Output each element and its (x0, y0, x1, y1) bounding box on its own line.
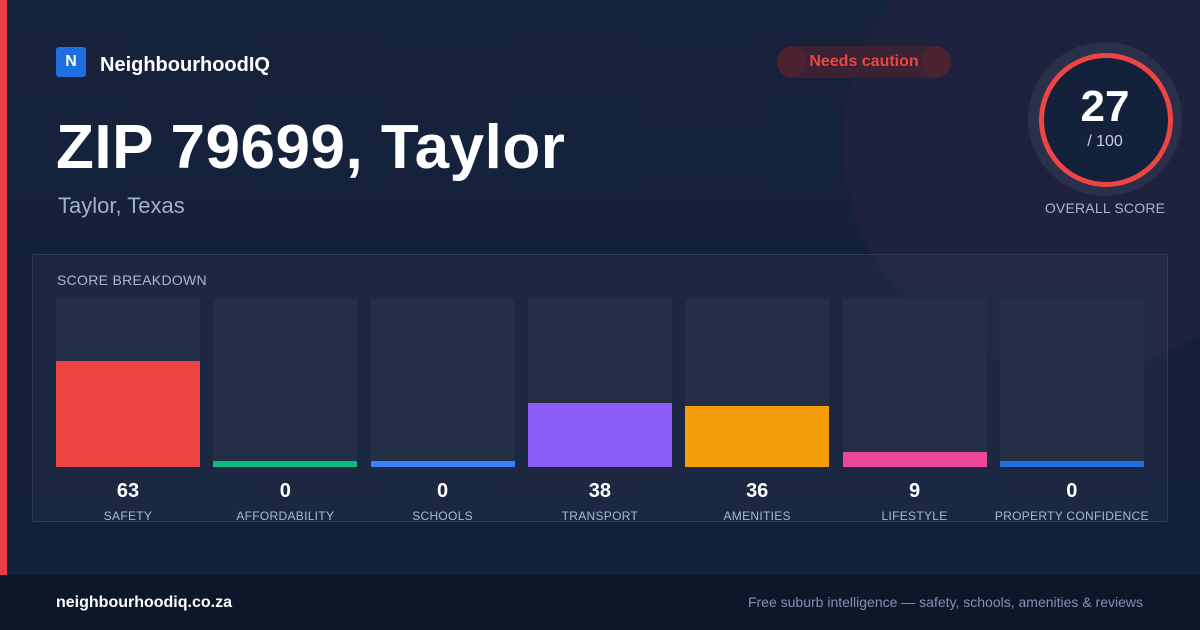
bar-fill (842, 451, 987, 467)
breakdown-bar-transport: 38 TRANSPORT (527, 298, 672, 523)
status-badge-label: Needs caution (809, 53, 919, 70)
breakdown-bar-safety: 63 SAFETY (56, 298, 200, 523)
bar-track (999, 298, 1144, 467)
breakdown-bar-property-confidence: 0 PROPERTY CONFIDENCE (995, 298, 1148, 523)
page-title: ZIP 79699, Taylor (56, 113, 566, 182)
bar-label: AMENITIES (723, 509, 791, 523)
bar-fill (213, 461, 358, 467)
breakdown-bar-amenities: 36 AMENITIES (685, 298, 830, 523)
badge-left-cap (777, 46, 807, 78)
bar-value: 36 (746, 480, 769, 502)
overall-score-caption: OVERALL SCORE (1044, 200, 1166, 216)
breakdown-bar-schools: 0 SCHOOLS (370, 298, 515, 523)
accent-bar (0, 0, 7, 575)
footer-domain-link[interactable]: neighbourhoodiq.co.za (56, 594, 232, 611)
bar-label: AFFORDABILITY (236, 509, 335, 523)
bar-fill (370, 461, 515, 467)
brand[interactable]: N NeighbourhoodIQ (56, 46, 270, 77)
bar-value: 63 (116, 480, 140, 502)
bar-track (213, 298, 358, 467)
footer: neighbourhoodiq.co.za Free suburb intell… (0, 575, 1200, 630)
badge-right-cap (921, 46, 951, 78)
breakdown-bar-affordability: 0 AFFORDABILITY (213, 298, 358, 523)
hero-section: N NeighbourhoodIQ Needs caution ZIP 7969… (0, 0, 1200, 575)
bar-fill (685, 406, 830, 467)
bar-value: 0 (279, 480, 291, 502)
bar-label: SAFETY (103, 509, 153, 523)
overall-score-max: / 100 (1087, 133, 1123, 150)
bar-value: 9 (908, 480, 921, 502)
bar-fill (56, 360, 200, 467)
bar-track (527, 298, 672, 467)
bar-label: TRANSPORT (561, 509, 639, 523)
brand-name: NeighbourhoodIQ (100, 54, 270, 76)
bar-label: PROPERTY CONFIDENCE (994, 509, 1149, 523)
bar-value: 38 (588, 480, 612, 502)
bar-fill (999, 461, 1144, 467)
overall-score-value: 27 (1080, 82, 1130, 131)
bar-label: LIFESTYLE (881, 509, 948, 523)
score-ring (1039, 53, 1173, 187)
brand-logo-icon: N (56, 46, 86, 77)
overall-score-gauge: 27 / 100 (1028, 42, 1182, 196)
bar-track (56, 298, 200, 467)
score-breakdown-panel: SCORE BREAKDOWN 63 SAFETY 0 AFFORDABILITY 0 S… (32, 254, 1168, 523)
bar-track (685, 298, 830, 467)
bar-label: SCHOOLS (412, 509, 473, 523)
footer-tagline: Free suburb intelligence — safety, schoo… (747, 594, 1143, 610)
bar-track (842, 298, 987, 467)
bar-track (370, 298, 515, 467)
breakdown-title: SCORE BREAKDOWN (57, 272, 207, 288)
status-badge: Needs caution (777, 46, 951, 78)
bar-fill (527, 402, 672, 467)
breakdown-bar-lifestyle: 9 LIFESTYLE (842, 298, 987, 523)
location-subtitle: Taylor, Texas (58, 193, 185, 218)
bar-value: 0 (1066, 480, 1078, 502)
bar-value: 0 (437, 480, 449, 502)
